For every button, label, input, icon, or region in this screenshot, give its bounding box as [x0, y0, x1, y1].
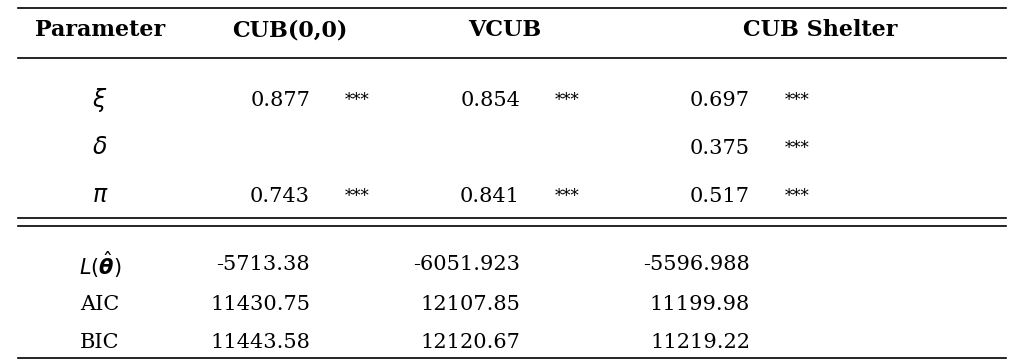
Text: ***: ***	[555, 187, 580, 205]
Text: -5713.38: -5713.38	[216, 256, 310, 274]
Text: Parameter: Parameter	[35, 19, 165, 41]
Text: ***: ***	[345, 187, 370, 205]
Text: 0.697: 0.697	[690, 91, 750, 110]
Text: 12107.85: 12107.85	[420, 294, 520, 313]
Text: 11199.98: 11199.98	[650, 294, 750, 313]
Text: 0.743: 0.743	[250, 186, 310, 206]
Text: 11430.75: 11430.75	[210, 294, 310, 313]
Text: $\xi$: $\xi$	[92, 86, 108, 114]
Text: $L(\hat{\boldsymbol{\theta}})$: $L(\hat{\boldsymbol{\theta}})$	[79, 250, 121, 280]
Text: 0.517: 0.517	[690, 186, 750, 206]
Text: $\delta$: $\delta$	[92, 136, 108, 159]
Text: BIC: BIC	[80, 333, 120, 352]
Text: ***: ***	[555, 91, 580, 108]
Text: $\pi$: $\pi$	[92, 185, 109, 207]
Text: CUB Shelter: CUB Shelter	[742, 19, 897, 41]
Text: ***: ***	[785, 139, 810, 157]
Text: VCUB: VCUB	[468, 19, 542, 41]
Text: CUB(0,0): CUB(0,0)	[232, 19, 348, 41]
Text: 0.877: 0.877	[250, 91, 310, 110]
Text: ***: ***	[345, 91, 370, 108]
Text: -5596.988: -5596.988	[643, 256, 750, 274]
Text: 11219.22: 11219.22	[650, 333, 750, 352]
Text: 0.854: 0.854	[460, 91, 520, 110]
Text: AIC: AIC	[80, 294, 120, 313]
Text: ***: ***	[785, 187, 810, 205]
Text: 0.375: 0.375	[690, 138, 750, 158]
Text: 0.841: 0.841	[460, 186, 520, 206]
Text: -6051.923: -6051.923	[413, 256, 520, 274]
Text: ***: ***	[785, 91, 810, 108]
Text: 12120.67: 12120.67	[420, 333, 520, 352]
Text: 11443.58: 11443.58	[210, 333, 310, 352]
